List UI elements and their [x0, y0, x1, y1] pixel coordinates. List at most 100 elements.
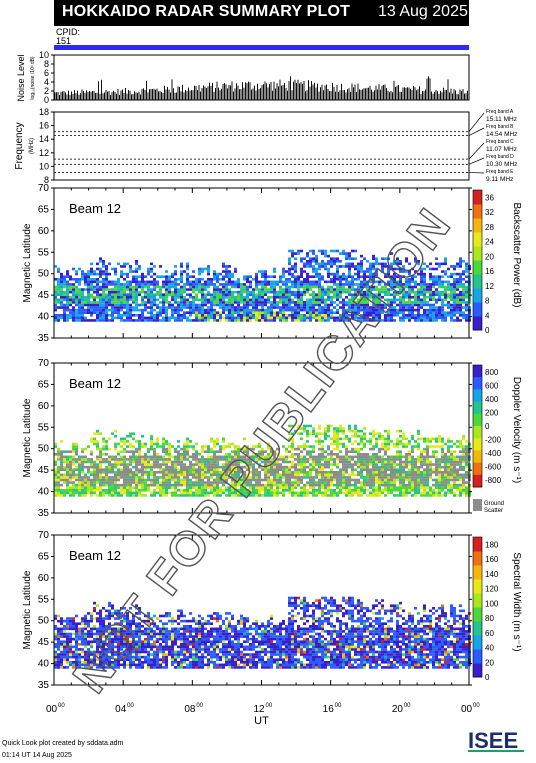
scatter-cell	[126, 468, 129, 471]
scatter-cell	[225, 494, 228, 497]
scatter-cell	[108, 262, 111, 266]
scatter-cell	[123, 481, 126, 484]
scatter-cell	[363, 437, 366, 441]
scatter-cell	[351, 257, 354, 260]
scatter-cell	[240, 316, 243, 320]
scatter-cell	[363, 275, 366, 278]
scatter-cell	[165, 280, 168, 284]
scatter-cell	[297, 288, 300, 291]
scatter-cell	[81, 470, 84, 474]
scatter-cell	[333, 491, 336, 495]
scatter-cell	[78, 478, 81, 482]
scatter-cell	[96, 494, 99, 497]
scatter-cell	[459, 272, 462, 276]
scatter-cell	[228, 303, 231, 307]
scatter-cell	[243, 295, 246, 299]
scatter-cell	[333, 488, 336, 492]
scatter-cell	[135, 275, 138, 278]
scatter-cell	[90, 463, 93, 466]
scatter-cell	[60, 298, 63, 302]
scatter-cell	[297, 473, 300, 477]
scatter-cell	[372, 429, 375, 433]
scatter-cell	[267, 455, 270, 459]
scatter-cell	[396, 486, 399, 489]
scatter-cell	[114, 316, 117, 320]
scatter-cell	[351, 283, 354, 286]
scatter-cell	[363, 298, 366, 302]
scatter-cell	[276, 470, 279, 474]
scatter-cell	[219, 458, 222, 461]
scatter-cell	[171, 280, 174, 284]
scatter-cell	[198, 452, 201, 456]
scatter-cell	[327, 424, 330, 428]
scatter-cell	[249, 319, 252, 322]
scatter-cell	[258, 465, 261, 469]
scatter-cell	[396, 473, 399, 477]
scatter-cell	[297, 460, 300, 464]
scatter-cell	[138, 460, 141, 464]
scatter-cell	[264, 468, 267, 471]
scatter-cell	[282, 280, 285, 284]
scatter-cell	[183, 447, 186, 451]
scatter-cell	[93, 478, 96, 482]
scatter-cell	[390, 298, 393, 302]
scatter-cell	[201, 447, 204, 451]
scatter-cell	[276, 463, 279, 466]
scatter-cell	[216, 468, 219, 471]
scatter-cell	[99, 311, 102, 314]
scatter-cell	[165, 476, 168, 479]
scatter-cell	[93, 465, 96, 469]
scatter-cell	[264, 290, 267, 294]
scatter-cell	[186, 272, 189, 276]
scatter-cell	[348, 491, 351, 495]
scatter-cell	[153, 293, 156, 296]
scatter-cell	[345, 452, 348, 456]
scatter-cell	[225, 275, 228, 278]
scatter-cell	[363, 283, 366, 286]
scatter-cell	[330, 316, 333, 320]
scatter-cell	[408, 473, 411, 477]
scatter-cell	[303, 465, 306, 469]
scatter-cell	[336, 272, 339, 276]
scatter-cell	[60, 285, 63, 289]
scatter-cell	[324, 483, 327, 487]
scatter-cell	[315, 491, 318, 495]
scatter-cell	[387, 460, 390, 464]
scatter-cell	[402, 290, 405, 294]
scatter-cell	[228, 452, 231, 456]
scatter-cell	[237, 458, 240, 461]
scatter-cell	[207, 468, 210, 471]
scatter-cell	[411, 455, 414, 459]
scatter-cell	[423, 295, 426, 299]
scatter-cell	[384, 483, 387, 487]
scatter-cell	[177, 295, 180, 299]
scatter-cell	[375, 298, 378, 302]
scatter-cell	[168, 450, 171, 453]
scatter-cell	[72, 267, 75, 271]
scatter-cell	[387, 288, 390, 291]
scatter-cell	[78, 306, 81, 309]
scatter-cell	[282, 465, 285, 469]
scatter-cell	[252, 486, 255, 489]
scatter-cell	[399, 473, 402, 477]
scatter-cell	[168, 486, 171, 489]
scatter-cell	[264, 308, 267, 312]
scatter-cell	[168, 465, 171, 469]
scatter-cell	[57, 283, 60, 286]
scatter-cell	[105, 460, 108, 464]
scatter-cell	[114, 455, 117, 459]
scatter-cell	[348, 267, 351, 271]
scatter-cell	[201, 319, 204, 322]
scatter-cell	[237, 445, 240, 448]
scatter-cell	[405, 295, 408, 299]
scatter-cell	[72, 290, 75, 294]
scatter-cell	[315, 458, 318, 461]
scatter-cell	[351, 468, 354, 471]
scatter-cell	[297, 290, 300, 294]
scatter-cell	[429, 306, 432, 309]
scatter-cell	[147, 450, 150, 453]
scatter-cell	[426, 316, 429, 320]
scatter-cell	[429, 316, 432, 320]
scatter-cell	[246, 478, 249, 482]
scatter-cell	[78, 316, 81, 320]
